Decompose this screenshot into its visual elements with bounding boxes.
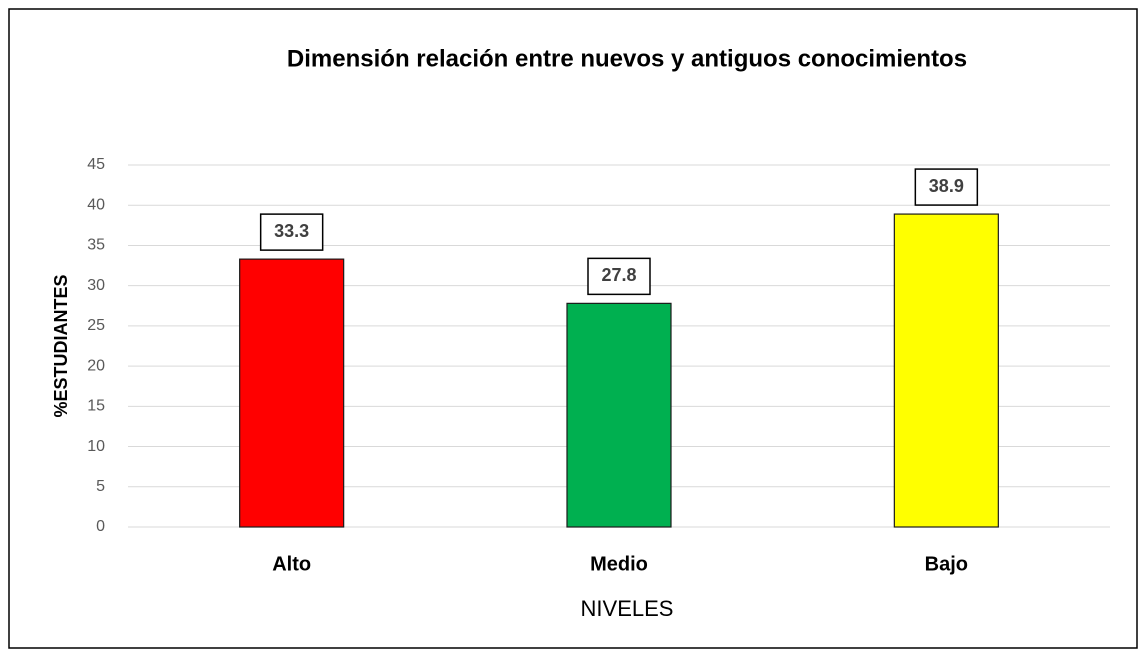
y-tick-label: 35 (87, 237, 105, 254)
y-tick-label: 30 (87, 277, 105, 294)
y-tick-label: 40 (87, 196, 105, 213)
y-tick-label: 25 (87, 317, 105, 334)
y-tick-label: 20 (87, 357, 105, 374)
bar (239, 258, 345, 528)
y-tick-label: 45 (87, 156, 105, 173)
x-axis-label: NIVELES (581, 596, 674, 621)
data-label-box (914, 168, 979, 206)
data-label: 33.3 (274, 221, 309, 241)
y-tick-label: 10 (87, 438, 105, 455)
bar (893, 213, 999, 528)
chart-title: Dimensión relación entre nuevos y antigu… (287, 45, 967, 72)
x-tick-label: Bajo (925, 553, 968, 575)
y-tick-label: 15 (87, 398, 105, 415)
data-label-box (259, 213, 324, 251)
x-tick-label: Medio (590, 553, 648, 575)
data-label: 27.8 (601, 265, 636, 285)
y-tick-label: 0 (96, 518, 105, 535)
data-label: 38.9 (929, 176, 964, 196)
x-tick-label: Alto (272, 553, 311, 575)
y-tick-label: 5 (96, 478, 105, 495)
data-label-box (587, 257, 651, 296)
y-axis-label: %ESTUDIANTES (51, 274, 71, 417)
bar (566, 302, 672, 528)
